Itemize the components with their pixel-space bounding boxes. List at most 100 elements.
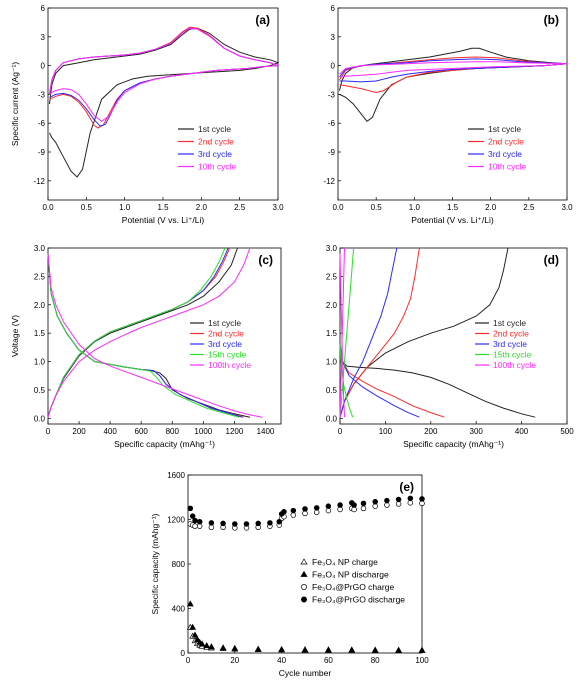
panel-e-legend-label: Fe₃O₄@PrGO charge — [312, 582, 394, 592]
panel-e-point — [254, 645, 262, 652]
panel-e-point — [301, 646, 309, 653]
panel-a-ytick-label: -9 — [38, 148, 46, 157]
panel-a-xtick-label: 2.0 — [196, 203, 208, 212]
panel-e-ytick-label: 800 — [172, 560, 186, 569]
panel-e-point — [290, 507, 297, 514]
panel-c-ytick-label: 1.5 — [34, 329, 46, 338]
panel-b-legend-label: 1st cycle — [488, 124, 521, 134]
panel-a-ylabel: Specific current (Ag⁻¹) — [10, 62, 20, 146]
panel-e-ytick-label: 1200 — [167, 516, 185, 525]
panel-a-series-line — [49, 27, 280, 178]
panel-e-point — [276, 518, 283, 525]
panel-e-point — [395, 646, 402, 653]
panel-e-label: (e) — [399, 480, 414, 494]
panel-d-xlabel: Specific capacity (mAhg⁻¹) — [403, 439, 504, 449]
panel-b-ytick-label: 3 — [331, 33, 336, 42]
panel-e-point — [337, 502, 343, 508]
panel-c-ytick-label: 1.0 — [34, 358, 46, 367]
panel-a-series-line — [49, 27, 279, 122]
panel-e-xtick-label: 20 — [230, 656, 239, 665]
panel-c-xtick-label: 600 — [135, 427, 149, 436]
panel-e-point — [198, 640, 206, 647]
panel-e-point — [281, 508, 287, 515]
panel-d-xtick-label: 500 — [560, 427, 574, 436]
panel-e-point — [337, 506, 343, 513]
panel-d-xtick-label: 200 — [424, 427, 438, 436]
panel-e-point — [196, 523, 203, 529]
panel-a-xtick-label: 0.5 — [81, 203, 93, 212]
panel-a-ytick-label: -12 — [33, 177, 45, 186]
panel-e-point — [360, 505, 367, 512]
panel-a-legend-label: 2nd cycle — [198, 137, 234, 147]
panel-a-xtick-label: 0.0 — [42, 203, 54, 212]
panel-d-ytick-label: 2.0 — [326, 301, 338, 310]
panel-c-frame — [47, 247, 282, 425]
panel-e-point — [395, 496, 402, 503]
panel-e-point — [419, 496, 425, 502]
panel-a-xtick-label: 1.0 — [119, 203, 131, 212]
panel-e-ytick-label: 0 — [181, 649, 186, 658]
panel-c-xtick-label: 1000 — [194, 427, 212, 436]
panel-e-point — [348, 646, 356, 653]
panel-c-label: (c) — [258, 253, 273, 267]
panel-e-point — [232, 521, 238, 527]
panel-e-xlabel: Cycle number — [279, 668, 332, 678]
panel-c-ytick-label: 3.0 — [34, 244, 46, 253]
panel-b-xtick-label: 1.5 — [447, 203, 459, 212]
panel-b-series-line — [339, 47, 568, 122]
panel-d-legend-label: 15th cycle — [493, 350, 532, 360]
panel-e-point — [208, 524, 215, 531]
panel-b-frame — [337, 7, 568, 201]
panel-d-frame — [339, 247, 568, 425]
panel-c-xtick-label: 0 — [46, 427, 51, 436]
panel-e-legend-label: Fe₃O₄@PrGO discharge — [312, 595, 405, 605]
panel-d-legend-label: 1st cycle — [493, 318, 526, 328]
panel-d-ytick-label: 3.0 — [326, 244, 338, 253]
panel-b-ytick-label: -3 — [328, 90, 336, 99]
panel-d-legend-label: 2nd cycle — [493, 329, 529, 339]
panel-e-legend-marker — [301, 596, 307, 603]
panel-d-legend-label: 100th cycle — [493, 360, 536, 370]
panel-c-xlabel: Specific capacity (mAhg⁻¹) — [114, 439, 215, 449]
panel-e-point — [351, 502, 357, 508]
panel-c-legend-label: 15th cycle — [208, 350, 247, 360]
panel-b-label: (b) — [544, 13, 559, 27]
panel-b-legend-label: 10th cycle — [488, 162, 527, 172]
panel-b-xtick-label: 1.0 — [409, 203, 421, 212]
panel-b-xtick-label: 0.5 — [371, 203, 383, 212]
panel-e-ytick-label: 400 — [172, 605, 186, 614]
panel-e-point — [220, 520, 226, 527]
panel-c-ytick-label: 0.0 — [34, 414, 46, 423]
panel-a-xtick-label: 3.0 — [272, 203, 284, 212]
panel-e-point — [189, 623, 197, 630]
panel-e-point — [192, 523, 198, 529]
panel-c-series-line — [47, 247, 240, 418]
panel-e-legend-marker — [300, 558, 308, 565]
panel-d-xtick-label: 100 — [379, 427, 393, 436]
panel-e-point — [419, 500, 425, 507]
panel-d-ytick-label: 1.5 — [326, 329, 338, 338]
panel-e-point — [407, 495, 414, 502]
panel-e-xtick-label: 80 — [371, 656, 380, 665]
panel-e-point — [290, 512, 297, 518]
panel-e-point — [302, 510, 308, 517]
panel-b-xtick-label: 2.0 — [485, 203, 497, 212]
panel-b-ytick-label: -12 — [323, 177, 335, 186]
panel-e-xtick-label: 0 — [186, 656, 191, 665]
panel-e-point — [325, 646, 332, 653]
panel-a-legend-label: 10th cycle — [198, 162, 237, 172]
panel-e-point — [372, 503, 378, 509]
panel-c-legend-label: 1st cycle — [208, 318, 241, 328]
panel-b-ytick-label: 0 — [331, 62, 336, 71]
panel-c-ytick-label: 2.5 — [34, 272, 46, 281]
panel-e-point — [371, 646, 379, 653]
panel-b-ytick-label: -6 — [328, 119, 336, 128]
panel-e-point — [191, 631, 199, 638]
panel-a-xlabel: Potential (V vs. Li⁺/Li) — [122, 215, 205, 225]
panel-a-label: (a) — [255, 13, 270, 27]
panel-c-legend-label: 3rd cycle — [208, 339, 242, 349]
panel-b-xlabel: Potential (V vs. Li⁺/Li) — [411, 215, 494, 225]
panel-e-point — [325, 507, 332, 514]
panel-e-point — [360, 500, 367, 507]
